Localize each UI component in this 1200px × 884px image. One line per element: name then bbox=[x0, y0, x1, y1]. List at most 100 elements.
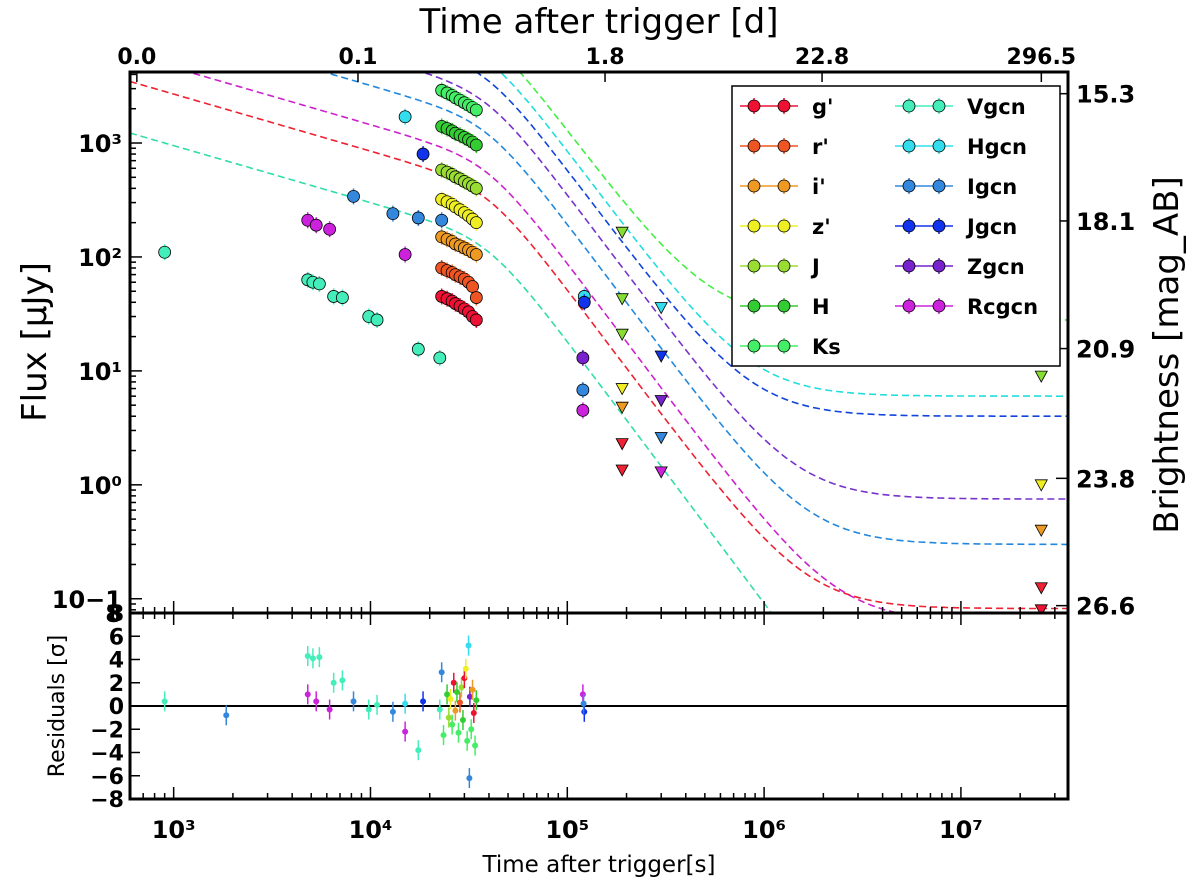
legend-marker bbox=[932, 219, 946, 233]
residual-point bbox=[389, 708, 396, 715]
residual-point bbox=[452, 707, 459, 714]
data-point-Rcgcn bbox=[323, 222, 337, 236]
legend-marker bbox=[902, 259, 916, 273]
data-point-Igcn bbox=[347, 189, 360, 203]
data-point-H bbox=[469, 138, 483, 152]
legend-marker bbox=[932, 99, 946, 113]
bottom-tick-label: 10³ bbox=[152, 816, 196, 844]
top-axis-label: Time after trigger [d] bbox=[419, 2, 779, 42]
legend-label-Jgcn: Jgcn bbox=[965, 215, 1017, 239]
residual-tick-label: 2 bbox=[109, 672, 124, 697]
legend-label-Vgcn: Vgcn bbox=[967, 95, 1026, 119]
residual-point bbox=[438, 669, 445, 676]
model-curve-g' bbox=[130, 80, 1068, 610]
residual-point bbox=[304, 653, 311, 660]
flux-tick-label-8: 8 bbox=[105, 600, 122, 628]
legend-marker bbox=[777, 299, 791, 313]
legend-marker bbox=[747, 139, 761, 153]
residual-axis-label: Residuals [σ] bbox=[45, 635, 70, 777]
residual-point bbox=[326, 706, 333, 713]
upper-limit-marker bbox=[615, 226, 629, 240]
residual-tick-label: −2 bbox=[90, 718, 124, 743]
flux-tick-label: 10² bbox=[78, 244, 122, 272]
upper-limit-marker bbox=[654, 395, 668, 408]
residual-point bbox=[455, 729, 462, 736]
residual-point bbox=[468, 726, 475, 733]
brightness-tick-label: 26.6 bbox=[1076, 593, 1135, 621]
model-curve-Jgcn bbox=[474, 72, 1068, 417]
bottom-tick-label: 10⁴ bbox=[349, 816, 393, 844]
residual-point bbox=[470, 709, 477, 716]
bottom-tick-label: 10⁶ bbox=[742, 816, 786, 844]
bottom-tick-label: 10⁵ bbox=[545, 816, 589, 844]
legend-label-i': i' bbox=[812, 175, 826, 199]
residual-point bbox=[462, 665, 469, 672]
residual-point bbox=[444, 691, 451, 698]
data-point-Igcn bbox=[576, 383, 590, 397]
residual-tick-label: 8 bbox=[109, 602, 124, 627]
data-point-Rcgcn bbox=[576, 404, 590, 417]
data-point-Igcn bbox=[435, 213, 449, 227]
residual-point bbox=[436, 706, 443, 713]
residual-point bbox=[313, 698, 320, 705]
flux-tick-label: 10¹ bbox=[78, 358, 122, 386]
legend-label-J: J bbox=[810, 255, 820, 279]
brightness-axis-label: Brightness [mag_AB] bbox=[1147, 176, 1187, 534]
residual-point bbox=[472, 742, 479, 749]
legend-marker bbox=[747, 339, 761, 353]
legend-marker bbox=[777, 139, 791, 153]
legend-marker bbox=[932, 259, 946, 273]
upper-limit-marker bbox=[1034, 582, 1048, 595]
residual-point bbox=[456, 699, 463, 706]
legend-marker bbox=[902, 99, 916, 113]
legend-marker bbox=[777, 259, 791, 273]
residual-point bbox=[402, 700, 409, 707]
data-point-g' bbox=[469, 313, 483, 327]
data-point-z' bbox=[469, 216, 483, 230]
residual-point bbox=[453, 689, 460, 696]
legend-marker bbox=[777, 99, 791, 113]
legend-marker bbox=[747, 179, 761, 193]
residual-points bbox=[130, 635, 1068, 789]
flux-tick-label: 10³ bbox=[78, 130, 122, 158]
data-point-Jgcn bbox=[577, 295, 591, 309]
model-curve-Rcgcn bbox=[185, 72, 903, 613]
data-point-Hgcn bbox=[398, 110, 412, 124]
legend-marker bbox=[747, 99, 761, 113]
upper-limit-marker bbox=[1034, 370, 1048, 383]
residual-tick-label: −8 bbox=[90, 788, 124, 813]
upper-limit-marker bbox=[615, 464, 629, 477]
residual-point bbox=[449, 721, 456, 728]
residual-point bbox=[402, 728, 409, 735]
legend-label-g': g' bbox=[812, 95, 833, 119]
brightness-tick-label: 23.8 bbox=[1076, 465, 1135, 493]
residual-point bbox=[330, 679, 337, 686]
model-curve-Vgcn bbox=[130, 132, 773, 613]
flux-tick-label: 10⁰ bbox=[78, 472, 122, 500]
upper-limit-marker bbox=[615, 328, 629, 342]
legend-marker bbox=[902, 179, 916, 193]
data-point-Rcgcn bbox=[309, 218, 323, 232]
legend-label-H: H bbox=[812, 295, 830, 319]
data-point-Vgcn bbox=[433, 351, 447, 365]
residual-tick-label: 4 bbox=[109, 649, 124, 674]
residual-point bbox=[350, 698, 357, 705]
legend-marker bbox=[932, 139, 946, 153]
upper-limits bbox=[615, 226, 1048, 613]
legend-marker bbox=[777, 219, 791, 233]
data-point-Ks bbox=[469, 103, 483, 117]
data-point-Vgcn bbox=[370, 313, 384, 327]
bottom-tick-label: 10⁷ bbox=[939, 816, 983, 844]
residual-point bbox=[365, 706, 372, 713]
residual-point bbox=[466, 693, 473, 700]
upper-limit-marker bbox=[1034, 479, 1048, 492]
residual-point bbox=[304, 691, 311, 698]
legend-label-Hgcn: Hgcn bbox=[967, 135, 1027, 159]
legend-marker bbox=[747, 219, 761, 233]
data-points bbox=[158, 82, 591, 419]
top-tick-label: 0.1 bbox=[338, 45, 377, 70]
upper-limit-marker bbox=[1034, 524, 1048, 538]
brightness-tick-label: 20.9 bbox=[1076, 336, 1135, 364]
residual-point bbox=[450, 679, 457, 686]
